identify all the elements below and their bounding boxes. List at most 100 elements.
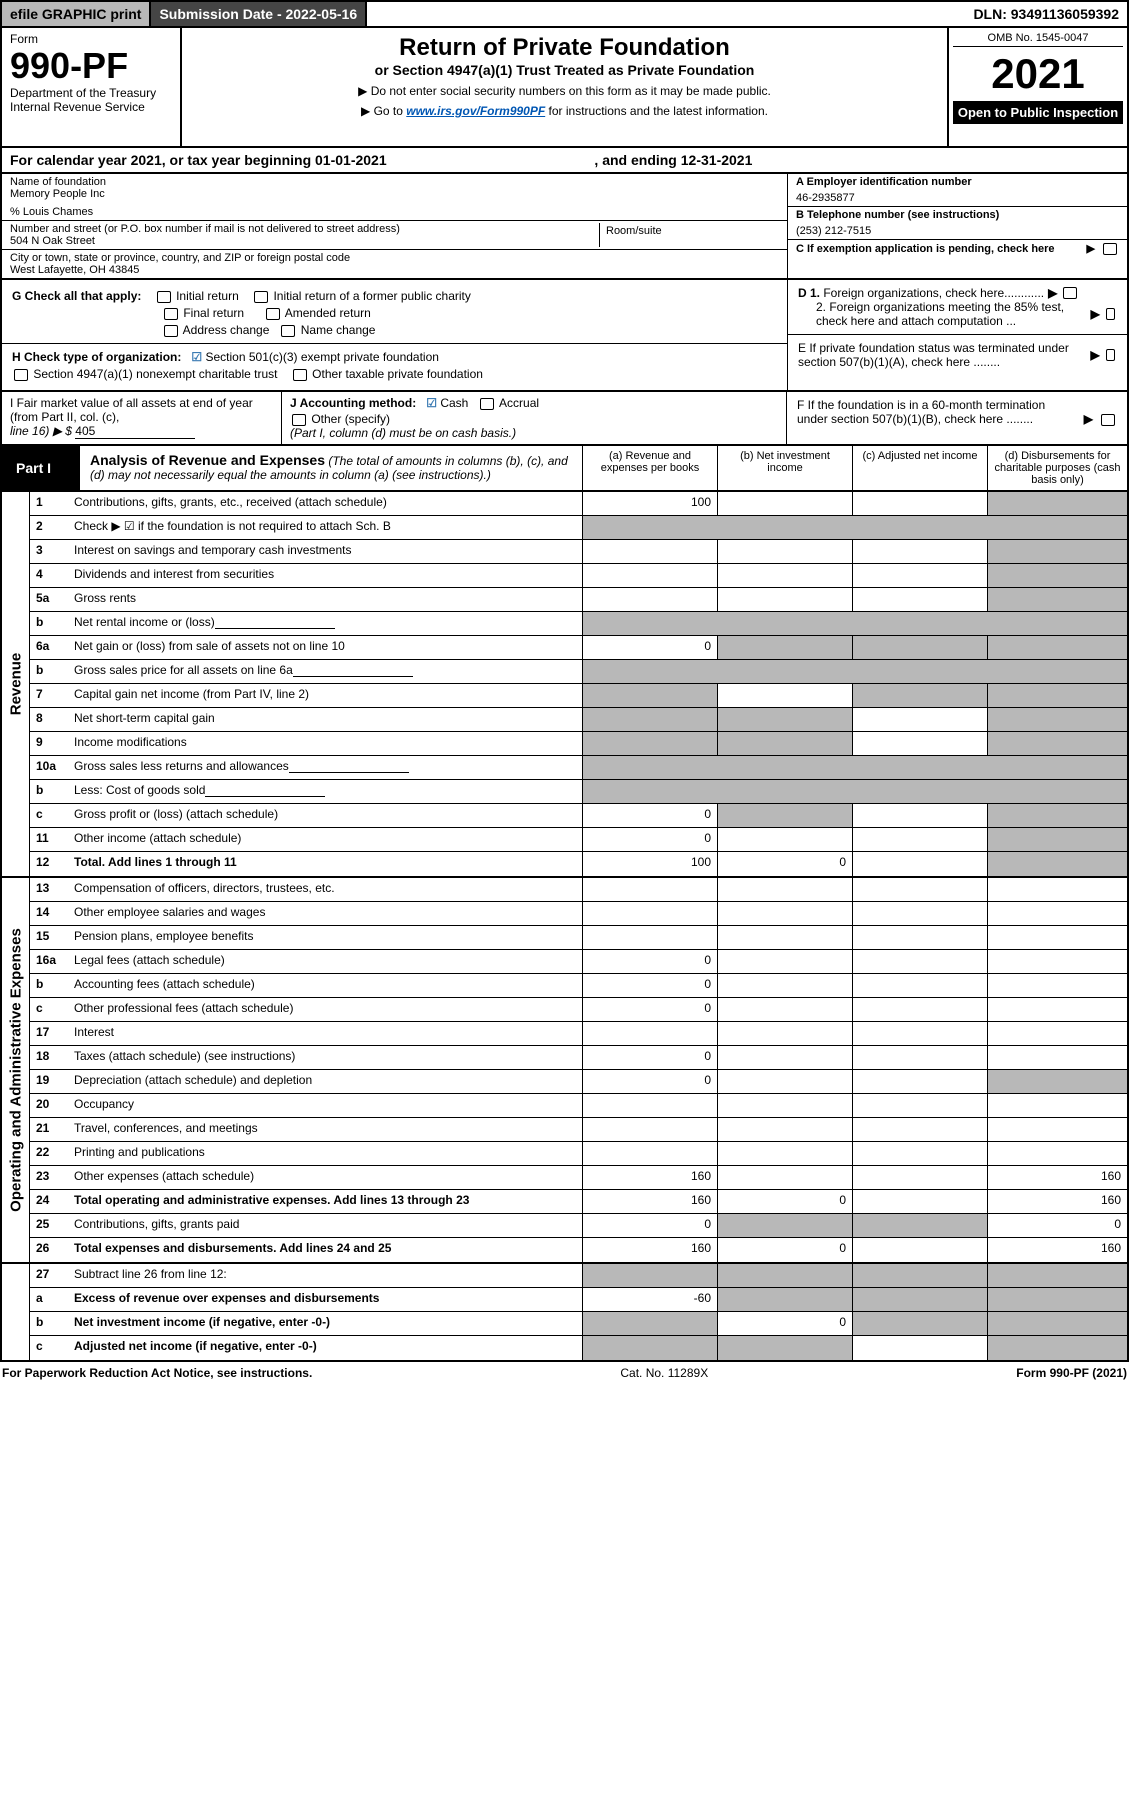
line-number: 13 xyxy=(30,878,70,901)
cell-b xyxy=(717,732,852,755)
table-row: 3Interest on savings and temporary cash … xyxy=(30,540,1127,564)
checkbox-e[interactable] xyxy=(1106,349,1115,361)
form990pf-link[interactable]: www.irs.gov/Form990PF xyxy=(406,104,545,118)
line-number: 1 xyxy=(30,492,70,515)
checkbox-g2[interactable] xyxy=(254,291,268,303)
cell-d xyxy=(987,492,1127,515)
checkbox-g1[interactable] xyxy=(157,291,171,303)
cell-b: 0 xyxy=(717,1238,852,1262)
table-row: 6aNet gain or (loss) from sale of assets… xyxy=(30,636,1127,660)
table-row: 24Total operating and administrative exp… xyxy=(30,1190,1127,1214)
col-d-hdr: (d) Disbursements for charitable purpose… xyxy=(987,446,1127,490)
line-number: c xyxy=(30,1336,70,1360)
checkbox-g3[interactable] xyxy=(164,308,178,320)
cell-b xyxy=(717,1336,852,1360)
line-number: b xyxy=(30,974,70,997)
checkbox-h2[interactable] xyxy=(14,369,28,381)
ein: 46-2935877 xyxy=(796,192,1119,204)
cell-c xyxy=(852,636,987,659)
checkbox-h3[interactable] xyxy=(293,369,307,381)
line-text: Gross sales less returns and allowances xyxy=(70,756,582,779)
form-title: Return of Private Foundation xyxy=(194,34,935,62)
tax-year: 2021 xyxy=(953,53,1123,95)
line-number: 7 xyxy=(30,684,70,707)
foundation-name: Memory People Inc xyxy=(10,188,779,200)
line-number: 21 xyxy=(30,1118,70,1141)
line-text: Gross rents xyxy=(70,588,582,611)
part1-tag: Part I xyxy=(2,446,80,490)
line-number: 3 xyxy=(30,540,70,563)
cell-d xyxy=(987,1288,1127,1311)
d1-row: D 1. Foreign organizations, check here..… xyxy=(798,286,1117,300)
fmv-left: I Fair market value of all assets at end… xyxy=(2,392,282,444)
cell-c xyxy=(852,588,987,611)
cell-c xyxy=(852,540,987,563)
checkbox-d1[interactable] xyxy=(1063,287,1077,299)
line-text: Net gain or (loss) from sale of assets n… xyxy=(70,636,582,659)
cell-b xyxy=(717,974,852,997)
cell-c xyxy=(852,926,987,949)
city-row: City or town, state or province, country… xyxy=(2,250,787,278)
checkbox-c[interactable] xyxy=(1103,243,1117,255)
table-row: bNet investment income (if negative, ent… xyxy=(30,1312,1127,1336)
col-b-hdr: (b) Net investment income xyxy=(717,446,852,490)
fmv-value: 405 xyxy=(75,424,195,439)
efile-label[interactable]: efile GRAPHIC print xyxy=(2,2,151,26)
cell-d xyxy=(987,902,1127,925)
revenue-body: 1Contributions, gifts, grants, etc., rec… xyxy=(30,492,1127,876)
cell-a xyxy=(582,1094,717,1117)
expenses-grid: Operating and Administrative Expenses 13… xyxy=(0,878,1129,1264)
line-text: Excess of revenue over expenses and disb… xyxy=(70,1288,582,1311)
cell-a: 0 xyxy=(582,828,717,851)
cell-b xyxy=(717,1142,852,1165)
care-of: % Louis Chames xyxy=(10,206,779,218)
table-row: bNet rental income or (loss) xyxy=(30,612,1127,636)
address-row: Number and street (or P.O. box number if… xyxy=(2,221,787,250)
line-number: 26 xyxy=(30,1238,70,1262)
cell-a: 0 xyxy=(582,950,717,973)
line-text: Taxes (attach schedule) (see instruction… xyxy=(70,1046,582,1069)
cell-d xyxy=(987,636,1127,659)
table-row: 25Contributions, gifts, grants paid00 xyxy=(30,1214,1127,1238)
fmv-block: I Fair market value of all assets at end… xyxy=(0,392,1129,446)
fmv-mid: J Accounting method: ☑ Cash Accrual Othe… xyxy=(282,392,787,444)
cell-b xyxy=(717,1118,852,1141)
checkbox-g6[interactable] xyxy=(281,325,295,337)
line-number: b xyxy=(30,780,70,803)
line-text: Depreciation (attach schedule) and deple… xyxy=(70,1070,582,1093)
line-text: Occupancy xyxy=(70,1094,582,1117)
cell-c xyxy=(852,878,987,901)
table-row: aExcess of revenue over expenses and dis… xyxy=(30,1288,1127,1312)
cell-d xyxy=(987,804,1127,827)
dept: Department of the Treasury xyxy=(10,86,172,100)
e-row: E If private foundation status was termi… xyxy=(798,341,1117,369)
submission-date: Submission Date - 2022-05-16 xyxy=(151,2,367,26)
checkbox-accrual[interactable] xyxy=(480,398,494,410)
table-row: 4Dividends and interest from securities xyxy=(30,564,1127,588)
checkbox-g4[interactable] xyxy=(266,308,280,320)
line-number: 23 xyxy=(30,1166,70,1189)
table-row: 15Pension plans, employee benefits xyxy=(30,926,1127,950)
line-text: Gross profit or (loss) (attach schedule) xyxy=(70,804,582,827)
cell-b xyxy=(717,636,852,659)
checkbox-f[interactable] xyxy=(1101,414,1115,426)
line-number: 11 xyxy=(30,828,70,851)
checkbox-g5[interactable] xyxy=(164,325,178,337)
line-number: 22 xyxy=(30,1142,70,1165)
cell-a: 0 xyxy=(582,804,717,827)
header-right: OMB No. 1545-0047 2021 Open to Public In… xyxy=(947,28,1127,146)
cell-c xyxy=(852,1312,987,1335)
suite-col: Room/suite xyxy=(599,223,779,247)
col-c-hdr: (c) Adjusted net income xyxy=(852,446,987,490)
checkbox-other[interactable] xyxy=(292,414,306,426)
checks-left: G Check all that apply: Initial return I… xyxy=(2,280,787,390)
line-number: c xyxy=(30,804,70,827)
cell-c xyxy=(852,950,987,973)
line-text: Pension plans, employee benefits xyxy=(70,926,582,949)
cell-b xyxy=(717,950,852,973)
cell-shaded xyxy=(582,516,1127,539)
line-text: Net investment income (if negative, ente… xyxy=(70,1312,582,1335)
line-text: Interest on savings and temporary cash i… xyxy=(70,540,582,563)
checkbox-d2[interactable] xyxy=(1106,308,1115,320)
cell-c xyxy=(852,1118,987,1141)
